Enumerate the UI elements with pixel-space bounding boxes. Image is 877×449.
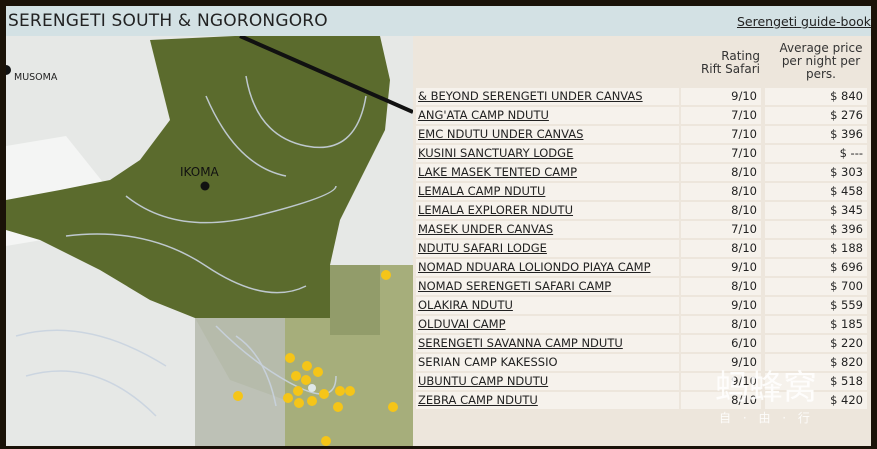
rating: 7/10 bbox=[681, 126, 761, 143]
rivers bbox=[15, 75, 367, 417]
name-cell: & BEYOND SERENGETI UNDER CANVAS bbox=[416, 88, 679, 105]
price: $ 276 bbox=[765, 107, 867, 124]
rating-header: Rating Rift Safari bbox=[700, 49, 760, 76]
price: $ 420 bbox=[765, 392, 867, 409]
camp-link[interactable]: OLAKIRA NDUTU bbox=[418, 298, 513, 312]
rating: 8/10 bbox=[681, 278, 761, 295]
camp-name: SERIAN CAMP KAKESSIO bbox=[418, 355, 558, 369]
title: SERENGETI SOUTH & NGORONGORO bbox=[8, 11, 328, 31]
price: $ 396 bbox=[765, 126, 867, 143]
price: $ 185 bbox=[765, 316, 867, 333]
name-cell: ANG'ATA CAMP NDUTU bbox=[416, 107, 679, 124]
price: $ 188 bbox=[765, 240, 867, 257]
price-header: Average price per night per pers. bbox=[779, 41, 863, 81]
name-cell: LEMALA CAMP NDUTU bbox=[416, 183, 679, 200]
name-cell: SERENGETI SAVANNA CAMP NDUTU bbox=[416, 335, 679, 352]
name-cell: MASEK UNDER CANVAS bbox=[416, 221, 679, 238]
price: $ 458 bbox=[765, 183, 867, 200]
header: SERENGETI SOUTH & NGORONGORO Serengeti g… bbox=[6, 6, 871, 36]
rating: 6/10 bbox=[681, 335, 761, 352]
rating: 9/10 bbox=[681, 259, 761, 276]
road bbox=[239, 36, 413, 114]
camp-link[interactable]: LEMALA CAMP NDUTU bbox=[418, 184, 546, 198]
zone bbox=[195, 318, 285, 446]
map: MUSOMA IKOMA bbox=[6, 36, 413, 446]
rating: 9/10 bbox=[681, 297, 761, 314]
guide-link[interactable]: Serengeti guide-book bbox=[736, 14, 871, 29]
price: $ 700 bbox=[765, 278, 867, 295]
lake bbox=[308, 384, 316, 392]
map-label: IKOMA bbox=[180, 165, 220, 179]
price: $ 559 bbox=[765, 297, 867, 314]
name-cell: OLDUVAI CAMP bbox=[416, 316, 679, 333]
rating: 8/10 bbox=[681, 183, 761, 200]
camp-link[interactable]: LAKE MASEK TENTED CAMP bbox=[418, 165, 578, 179]
camp-link[interactable]: NOMAD SERENGETI SAFARI CAMP bbox=[418, 279, 612, 293]
rating: 8/10 bbox=[681, 316, 761, 333]
price: $ 840 bbox=[765, 88, 867, 105]
name-cell: NDUTU SAFARI LODGE bbox=[416, 240, 679, 257]
rating: 9/10 bbox=[681, 354, 761, 371]
town-dot bbox=[6, 65, 11, 75]
rating: 8/10 bbox=[681, 240, 761, 257]
name-cell: LEMALA EXPLORER NDUTU bbox=[416, 202, 679, 219]
name-cell: KUSINI SANCTUARY LODGE bbox=[416, 145, 679, 162]
map-label: MUSOMA bbox=[14, 72, 58, 83]
name-cell: EMC NDUTU UNDER CANVAS bbox=[416, 126, 679, 143]
rating: 8/10 bbox=[681, 392, 761, 409]
camp-table: Rating Rift Safari Average price per nig… bbox=[413, 36, 871, 446]
camp-link[interactable]: UBUNTU CAMP NDUTU bbox=[418, 374, 549, 388]
camp-link[interactable]: LEMALA EXPLORER NDUTU bbox=[418, 203, 574, 217]
rating: 8/10 bbox=[681, 164, 761, 181]
rating: 7/10 bbox=[681, 107, 761, 124]
camps bbox=[233, 270, 398, 446]
rating: 9/10 bbox=[681, 88, 761, 105]
rating: 8/10 bbox=[681, 202, 761, 219]
camp-link[interactable]: KUSINI SANCTUARY LODGE bbox=[418, 146, 574, 160]
camp-link[interactable]: NDUTU SAFARI LODGE bbox=[418, 241, 547, 255]
name-cell: NOMAD SERENGETI SAFARI CAMP bbox=[416, 278, 679, 295]
price: $ 220 bbox=[765, 335, 867, 352]
name-cell: ZEBRA CAMP NDUTU bbox=[416, 392, 679, 409]
camp-link[interactable]: NOMAD NDUARA LOLIONDO PIAYA CAMP bbox=[418, 260, 651, 274]
camp-link[interactable]: OLDUVAI CAMP bbox=[418, 317, 506, 331]
town-dot bbox=[200, 181, 210, 191]
rating: 7/10 bbox=[681, 145, 761, 162]
name-cell: NOMAD NDUARA LOLIONDO PIAYA CAMP bbox=[416, 259, 679, 276]
name-cell: LAKE MASEK TENTED CAMP bbox=[416, 164, 679, 181]
price: $ 820 bbox=[765, 354, 867, 371]
camp-link[interactable]: ZEBRA CAMP NDUTU bbox=[418, 393, 538, 407]
name-cell: SERIAN CAMP KAKESSIO bbox=[416, 354, 679, 371]
camp-link[interactable]: SERENGETI SAVANNA CAMP NDUTU bbox=[418, 336, 623, 350]
price: $ 696 bbox=[765, 259, 867, 276]
price: $ --- bbox=[765, 145, 867, 162]
camp-link[interactable]: EMC NDUTU UNDER CANVAS bbox=[418, 127, 584, 141]
name-cell: OLAKIRA NDUTU bbox=[416, 297, 679, 314]
camp-link[interactable]: & BEYOND SERENGETI UNDER CANVAS bbox=[418, 89, 643, 103]
name-cell: UBUNTU CAMP NDUTU bbox=[416, 373, 679, 390]
park-area bbox=[6, 36, 390, 318]
price: $ 303 bbox=[765, 164, 867, 181]
camp-link[interactable]: ANG'ATA CAMP NDUTU bbox=[418, 108, 549, 122]
price: $ 518 bbox=[765, 373, 867, 390]
rating: 9/10 bbox=[681, 373, 761, 390]
zone bbox=[330, 265, 380, 335]
camp-link[interactable]: MASEK UNDER CANVAS bbox=[418, 222, 554, 236]
price: $ 396 bbox=[765, 221, 867, 238]
price: $ 345 bbox=[765, 202, 867, 219]
rating: 7/10 bbox=[681, 221, 761, 238]
